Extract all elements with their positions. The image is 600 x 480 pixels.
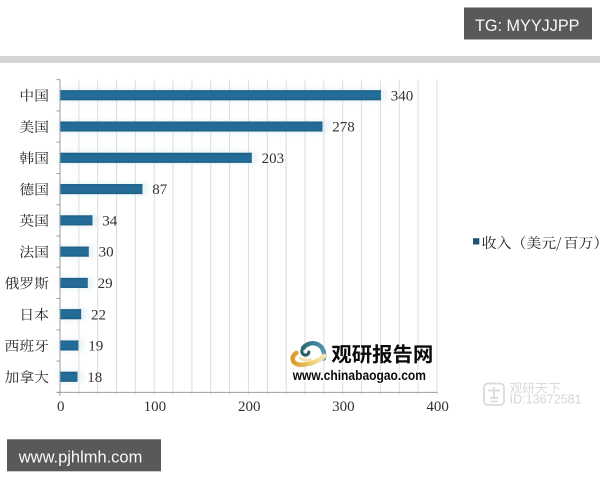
svg-text:ID:13672581: ID:13672581 [510,393,582,407]
svg-text:278: 278 [332,120,355,136]
svg-text:300: 300 [332,399,355,415]
svg-text:29: 29 [98,276,113,292]
svg-text:19: 19 [88,339,103,355]
svg-text:340: 340 [391,88,414,104]
svg-text:0: 0 [57,399,65,415]
svg-text:www.pjhlmh.com: www.pjhlmh.com [18,447,142,466]
svg-text:TG: MYYJJPP: TG: MYYJJPP [475,16,580,35]
svg-text:30: 30 [99,245,114,261]
svg-text:400: 400 [426,399,449,415]
svg-text:100: 100 [144,399,167,415]
svg-text:18: 18 [87,370,102,386]
svg-text:34: 34 [102,214,118,230]
svg-text:87: 87 [152,182,168,198]
svg-text:22: 22 [91,307,106,323]
svg-text:www.chinabaogao.com: www.chinabaogao.com [292,368,426,383]
svg-text:200: 200 [238,399,261,415]
svg-text:203: 203 [262,151,285,167]
